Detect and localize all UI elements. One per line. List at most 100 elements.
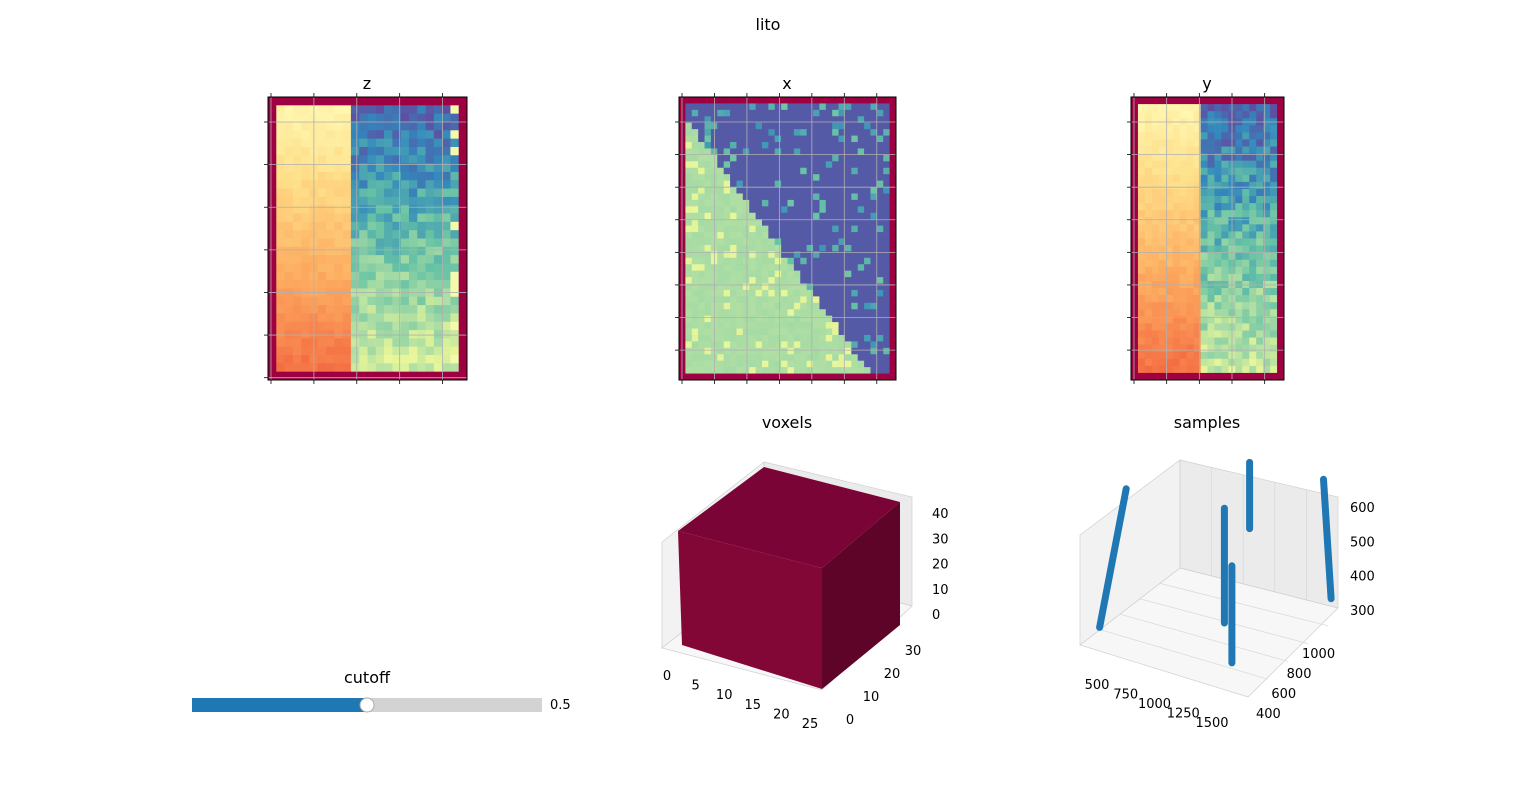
heatmap-cell bbox=[1172, 309, 1181, 317]
heatmap-cell bbox=[806, 309, 814, 317]
slider-label: cutoff bbox=[344, 668, 391, 687]
heatmap-cell bbox=[723, 360, 731, 368]
heatmap-cell bbox=[876, 257, 884, 265]
heatmap-cell bbox=[1277, 288, 1285, 296]
heatmap-cell bbox=[326, 146, 335, 156]
heatmap-cell bbox=[292, 246, 302, 256]
heatmap-cell bbox=[870, 180, 878, 188]
heatmap-cell bbox=[864, 309, 871, 317]
heatmap-cell bbox=[844, 367, 852, 374]
heatmap-cell bbox=[1221, 323, 1229, 331]
heatmap-cell bbox=[350, 121, 360, 131]
heatmap-cell bbox=[1263, 188, 1271, 197]
heatmap-cell bbox=[359, 338, 368, 348]
heatmap-cell bbox=[450, 371, 460, 381]
heatmap-cell bbox=[1165, 245, 1174, 254]
heatmap-cell bbox=[317, 205, 327, 214]
heatmap-cell bbox=[870, 341, 878, 349]
heatmap-cell bbox=[755, 103, 763, 111]
heatmap-cell bbox=[375, 346, 385, 356]
heatmap-cell bbox=[317, 130, 327, 140]
heatmap-cell bbox=[1256, 330, 1264, 338]
heatmap-cell bbox=[458, 255, 468, 264]
heatmap-cell bbox=[375, 113, 385, 123]
heatmap-cell bbox=[755, 225, 763, 233]
heatmap-cell bbox=[268, 221, 277, 231]
heatmap-cell bbox=[326, 338, 335, 348]
heatmap-cell bbox=[883, 97, 891, 104]
heatmap-cell bbox=[736, 232, 744, 239]
heatmap-cell bbox=[704, 167, 712, 175]
heatmap-cell bbox=[749, 347, 756, 355]
heatmap-cell bbox=[749, 257, 756, 265]
heatmap-cell bbox=[367, 213, 377, 223]
heatmap-cell bbox=[704, 142, 712, 149]
heatmap-cell bbox=[761, 315, 769, 323]
heatmap-cell bbox=[876, 309, 884, 317]
heatmap-cell bbox=[736, 180, 744, 188]
heatmap-cell bbox=[292, 180, 302, 189]
heatmap-cell bbox=[832, 238, 839, 246]
heatmap-cell bbox=[787, 180, 795, 188]
heatmap-cell bbox=[442, 371, 451, 381]
heatmap-cell bbox=[755, 257, 763, 265]
heatmap-cell bbox=[844, 270, 852, 278]
heatmap-cell bbox=[1256, 238, 1264, 246]
heatmap-cell bbox=[1249, 167, 1257, 176]
heatmap-cell bbox=[781, 232, 788, 239]
heatmap-cell bbox=[1207, 111, 1215, 119]
heatmap-cell bbox=[1277, 259, 1285, 268]
heatmap-cell bbox=[889, 161, 897, 169]
heatmap-cell bbox=[685, 180, 693, 188]
heatmap-cell bbox=[717, 116, 725, 124]
heatmap-cell bbox=[857, 135, 865, 143]
heatmap-cell bbox=[1277, 252, 1285, 261]
heatmap-cell bbox=[793, 109, 801, 117]
heatmap-cell bbox=[838, 244, 846, 252]
heatmap-cell bbox=[326, 130, 335, 140]
heatmap-cell bbox=[1270, 273, 1278, 282]
heatmap-cell bbox=[857, 161, 865, 169]
heatmap-y: y bbox=[1127, 74, 1285, 384]
heatmap-cell bbox=[392, 305, 402, 314]
cutoff-slider[interactable]: cutoff 0.5 bbox=[192, 668, 571, 713]
heatmap-cell bbox=[1277, 97, 1285, 105]
heatmap-cell bbox=[857, 373, 865, 381]
heatmap-cell bbox=[800, 142, 808, 149]
heatmap-cell bbox=[1235, 273, 1243, 282]
heatmap-cell bbox=[1158, 196, 1167, 204]
heatmap-cell bbox=[359, 171, 368, 181]
heatmap-cell bbox=[284, 263, 294, 273]
heatmap-cell bbox=[1144, 337, 1153, 346]
heatmap-cell bbox=[787, 289, 795, 297]
heatmap-cell bbox=[781, 116, 788, 124]
heatmap-cell bbox=[1144, 365, 1153, 374]
heatmap-cell bbox=[742, 161, 750, 169]
heatmap-cell bbox=[761, 283, 769, 291]
heatmap-cell bbox=[276, 255, 285, 264]
heatmap-cell bbox=[844, 360, 852, 368]
heatmap-cell bbox=[838, 373, 846, 381]
heatmap-cell bbox=[384, 130, 393, 140]
heatmap-cell bbox=[736, 174, 744, 182]
heatmap-cell bbox=[800, 277, 808, 284]
heatmap-cell bbox=[408, 371, 418, 381]
heatmap-cell bbox=[342, 213, 352, 223]
heatmap-cell bbox=[1151, 316, 1160, 324]
heatmap-cell bbox=[851, 341, 859, 349]
heatmap-cell bbox=[825, 129, 833, 136]
heatmap-cell bbox=[883, 148, 891, 156]
heatmap-cell bbox=[691, 251, 699, 259]
heatmap-cell bbox=[276, 155, 285, 164]
heatmap-cell bbox=[781, 167, 788, 175]
heatmap-cell bbox=[1235, 196, 1243, 204]
slider-handle[interactable] bbox=[359, 697, 375, 713]
voxels-y-tick-label: 20 bbox=[884, 667, 901, 682]
heatmap-cell bbox=[1221, 337, 1229, 346]
heatmap-cell bbox=[375, 263, 385, 273]
heatmap-cell bbox=[1263, 139, 1271, 147]
heatmap-cell bbox=[1242, 217, 1250, 225]
heatmap-cell bbox=[774, 264, 782, 272]
heatmap-cell bbox=[787, 264, 795, 272]
heatmap-cell bbox=[755, 334, 763, 342]
